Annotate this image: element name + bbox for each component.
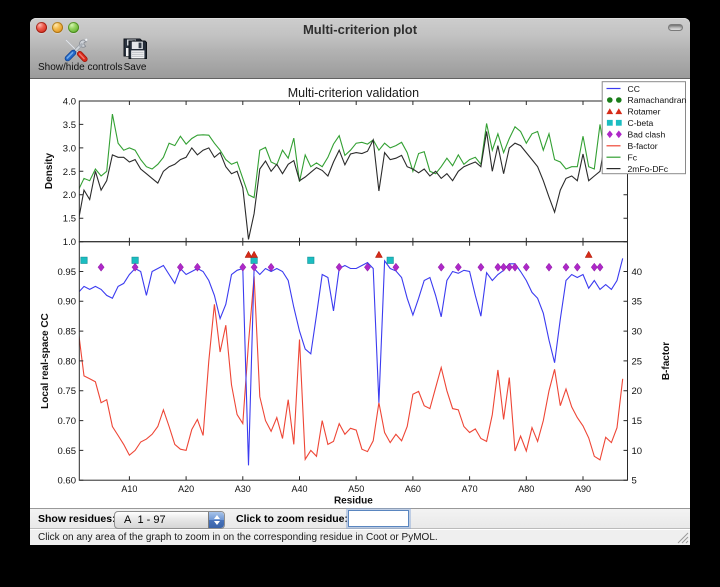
svg-text:Fc: Fc [628,153,638,163]
svg-text:A10: A10 [121,484,137,494]
svg-text:20: 20 [632,386,643,397]
svg-text:0.85: 0.85 [58,327,77,338]
svg-text:Residue: Residue [334,496,373,507]
svg-text:10: 10 [632,446,643,457]
svg-text:5: 5 [632,476,637,487]
svg-text:2.5: 2.5 [63,167,76,178]
svg-text:Ramachandran: Ramachandran [628,95,687,105]
svg-text:A60: A60 [405,484,421,494]
svg-text:0.60: 0.60 [58,476,77,487]
svg-text:2.0: 2.0 [63,190,76,201]
svg-text:1.0: 1.0 [63,237,76,248]
svg-text:Rotamer: Rotamer [628,107,661,117]
svg-text:15: 15 [632,416,643,427]
svg-text:0.90: 0.90 [58,297,77,308]
svg-text:Local real-space CC: Local real-space CC [40,313,51,409]
svg-text:0.95: 0.95 [58,267,77,278]
svg-text:0.70: 0.70 [58,416,77,427]
svg-text:35: 35 [632,297,643,308]
svg-text:A70: A70 [462,484,478,494]
svg-text:3.5: 3.5 [63,120,76,131]
svg-text:A40: A40 [291,484,307,494]
svg-text:25: 25 [632,356,643,367]
svg-text:Density: Density [44,153,55,190]
svg-text:0.75: 0.75 [58,386,77,397]
svg-text:A80: A80 [518,484,534,494]
svg-text:1.5: 1.5 [63,214,76,225]
svg-text:Bad clash: Bad clash [628,130,666,140]
svg-text:0.80: 0.80 [58,356,77,367]
svg-text:A20: A20 [178,484,194,494]
svg-text:A30: A30 [235,484,251,494]
svg-text:B-factor: B-factor [661,342,672,380]
svg-text:30: 30 [632,327,643,338]
svg-text:A90: A90 [575,484,591,494]
svg-text:0.65: 0.65 [58,446,77,457]
svg-text:C-beta: C-beta [628,118,654,128]
svg-text:B-factor: B-factor [628,141,658,151]
svg-text:3.0: 3.0 [63,143,76,154]
svg-text:Multi-criterion validation: Multi-criterion validation [288,86,419,100]
svg-text:4.0: 4.0 [63,96,76,107]
svg-text:2mFo-DFc: 2mFo-DFc [628,164,669,174]
svg-text:40: 40 [632,267,643,278]
svg-text:A50: A50 [348,484,364,494]
svg-text:CC: CC [628,84,640,94]
